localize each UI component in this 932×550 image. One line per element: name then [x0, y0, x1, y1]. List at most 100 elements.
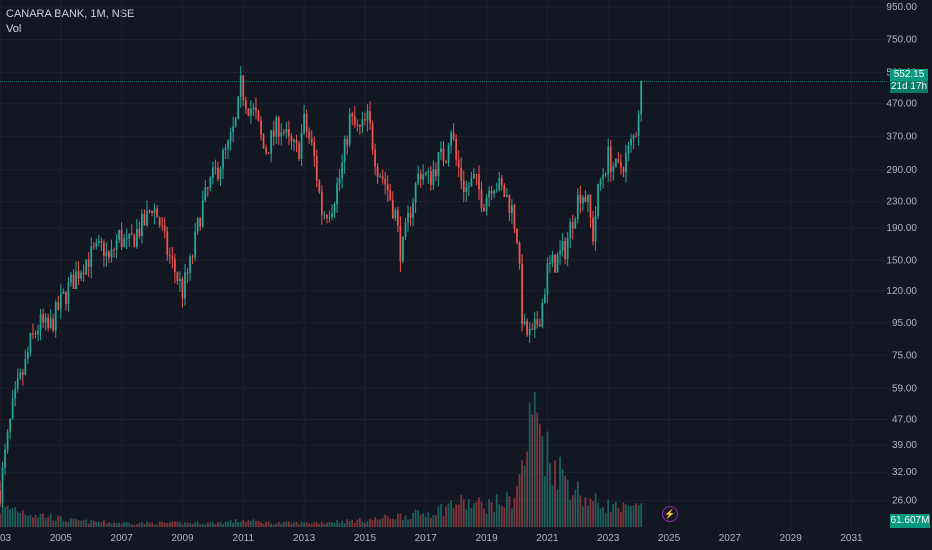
candle-body [293, 139, 295, 142]
x-tick-label: 2019 [475, 533, 498, 544]
volume-bar [67, 521, 70, 527]
candle-body [328, 217, 331, 219]
volume-bar [604, 512, 607, 527]
candle-body [351, 113, 354, 117]
volume-bar [229, 520, 232, 527]
candle-body [250, 109, 252, 116]
candle-body [336, 183, 338, 205]
volume-bar [300, 521, 303, 527]
candle-body [490, 190, 493, 194]
volume-bar [224, 521, 227, 527]
volume-bar [29, 515, 32, 527]
candle-body [158, 217, 161, 226]
volume-bar [166, 522, 169, 527]
candle-body [47, 317, 50, 328]
volume-bar [0, 513, 1, 527]
volume-bar [141, 522, 143, 527]
volume-bar [189, 523, 191, 527]
volume-bar [62, 521, 65, 527]
candle-body [252, 107, 255, 110]
volume-bar [521, 460, 523, 527]
volume-bar [364, 522, 366, 527]
volume-bar [333, 522, 336, 527]
candle-body [637, 114, 640, 136]
volume-bar [37, 517, 39, 527]
volume-bar [156, 524, 159, 527]
candle-body [229, 132, 232, 141]
candle-body [576, 194, 579, 219]
candle-body [320, 191, 323, 215]
candle-body [70, 274, 72, 283]
volume-bar [194, 522, 197, 527]
volume-bar [255, 521, 257, 527]
volume-bar [201, 523, 204, 527]
volume-bar [211, 522, 214, 527]
candle-body [470, 178, 473, 187]
volume-bar [75, 518, 77, 527]
candle-body [65, 291, 67, 304]
candle-body [440, 148, 442, 153]
candle-body [483, 208, 485, 211]
y-tick-label: 59.00 [892, 383, 917, 394]
candle-body [394, 210, 397, 219]
volume-bar [566, 479, 569, 527]
candle-body [343, 138, 346, 163]
candle-body [386, 184, 389, 191]
volume-bar [541, 435, 544, 527]
volume-bar [498, 504, 501, 527]
candle-body [404, 222, 407, 237]
x-tick-label: 2005 [50, 533, 73, 544]
volume-bar [559, 456, 561, 527]
candle-body [237, 96, 240, 119]
candle-body [34, 333, 37, 335]
candle-body [604, 174, 607, 176]
volume-bar [386, 516, 389, 527]
volume-bar [85, 519, 88, 527]
candle-body [227, 140, 229, 149]
volume-bar [80, 520, 82, 527]
candle-body [217, 167, 219, 180]
volume-bar [594, 493, 597, 527]
volume-bar [571, 495, 574, 527]
candle-body [561, 240, 564, 251]
candle-body [224, 148, 227, 151]
lightning-icon[interactable]: ⚡ [662, 506, 678, 522]
volume-bar [315, 521, 318, 527]
volume-bar [242, 519, 245, 527]
candle-body [222, 150, 224, 169]
candle-body [277, 117, 280, 137]
volume-bar [625, 504, 627, 527]
candle-body [379, 176, 382, 178]
candle-body [108, 251, 110, 258]
volume-bar [637, 505, 640, 527]
candle-body [189, 256, 191, 273]
x-tick-label: 2011 [233, 533, 255, 544]
candle-body [435, 169, 437, 177]
candle-body [371, 123, 374, 150]
volume-bar [32, 517, 34, 527]
candle-body [44, 317, 47, 323]
candle-body [602, 174, 605, 180]
candle-body [554, 254, 556, 273]
candle-body [488, 190, 490, 198]
candle-body [130, 233, 133, 235]
candle-body [148, 210, 151, 212]
candle-body [133, 234, 136, 247]
volume-bar [576, 481, 579, 527]
volume-bar [597, 502, 599, 527]
volume-bar [612, 503, 615, 527]
volume-bar [234, 518, 237, 527]
candle-body [445, 161, 447, 163]
volume-bar [366, 521, 369, 527]
candle-body [260, 120, 262, 135]
volume-indicator-label[interactable]: Vol [6, 23, 22, 35]
volume-bar [424, 516, 427, 527]
candle-body [635, 135, 637, 137]
candle-body [361, 119, 364, 127]
candle-body [338, 178, 341, 184]
volume-bar [204, 524, 207, 527]
candle-body [566, 238, 569, 260]
volume-bar [346, 519, 349, 527]
volume-bar [108, 522, 110, 527]
